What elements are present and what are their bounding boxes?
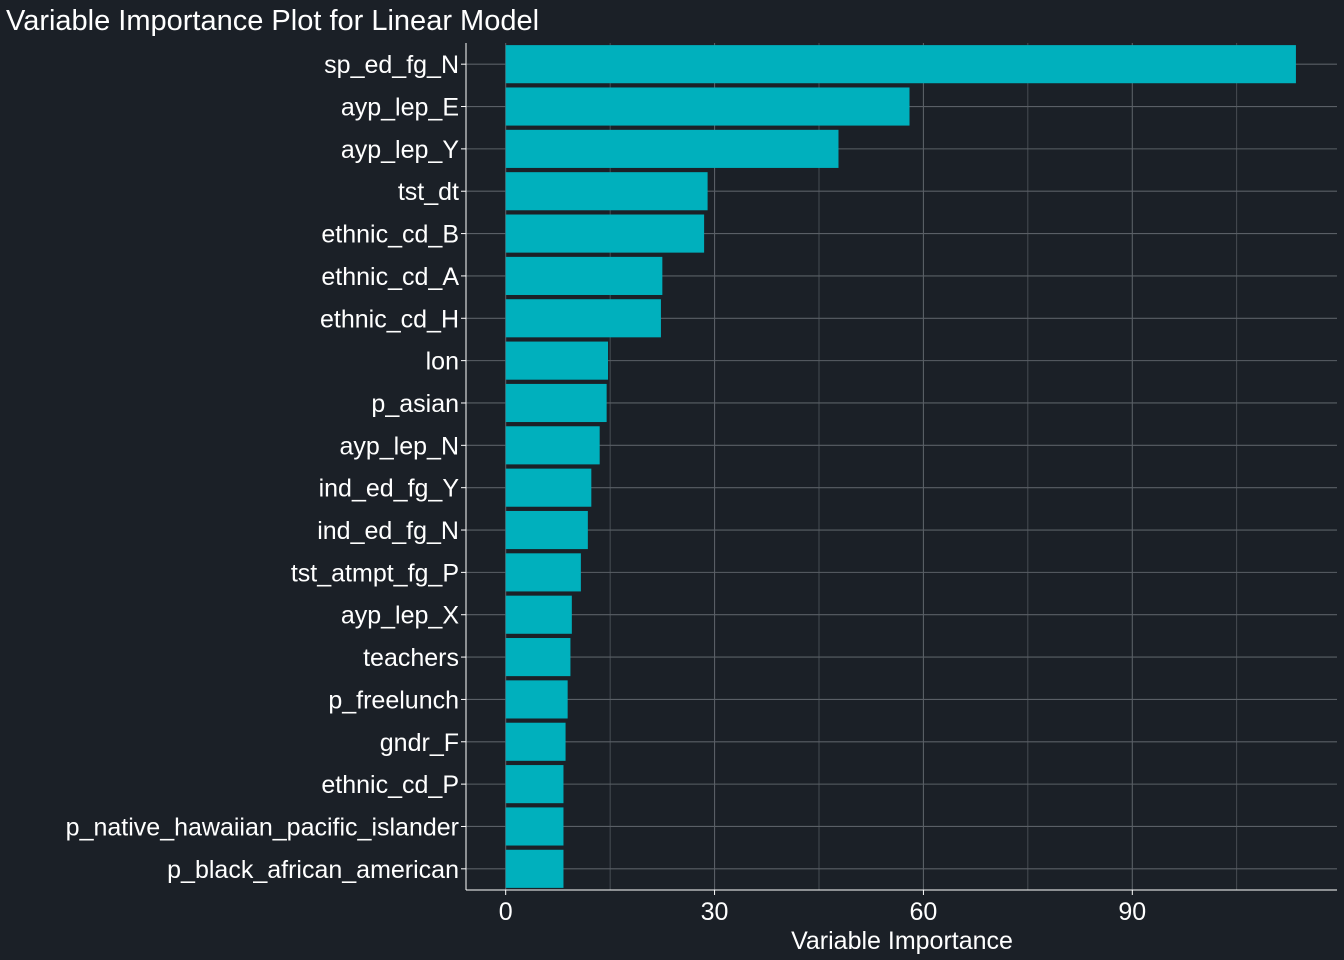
bar <box>505 172 708 211</box>
x-axis-title: Variable Importance <box>791 927 1013 955</box>
x-tick-label: 0 <box>499 898 513 926</box>
y-tick-label: p_native_hawaiian_pacific_islander <box>66 813 459 841</box>
y-tick-label: ethnic_cd_P <box>321 771 459 799</box>
y-tick-label: ayp_lep_X <box>341 602 459 630</box>
bar-layer <box>505 45 1296 888</box>
bar <box>505 807 564 846</box>
bar <box>505 765 564 804</box>
bar <box>505 129 839 168</box>
y-tick-label: ayp_lep_Y <box>341 136 459 164</box>
y-tick-label: p_freelunch <box>328 686 459 714</box>
y-tick-label: tst_atmpt_fg_P <box>291 559 459 587</box>
x-tick-label: 30 <box>701 898 729 926</box>
y-tick-label: ayp_lep_N <box>339 432 459 460</box>
bar <box>505 510 588 550</box>
chart-title: Variable Importance Plot for Linear Mode… <box>6 5 539 37</box>
y-tick-label: ind_ed_fg_N <box>317 517 459 545</box>
bar <box>505 849 564 888</box>
y-tick-label: ethnic_cd_B <box>321 221 459 249</box>
x-tick-label: 60 <box>910 898 938 926</box>
bar <box>505 553 581 592</box>
y-tick-label: sp_ed_fg_N <box>324 51 459 79</box>
bar <box>505 256 663 295</box>
y-tick-label: ayp_lep_E <box>341 94 459 122</box>
y-tick-label: ind_ed_fg_Y <box>319 475 460 503</box>
y-tick-label: lon <box>426 348 459 376</box>
y-tick-label: ethnic_cd_A <box>321 263 459 291</box>
y-tick-label: tst_dt <box>398 178 459 206</box>
y-tick-label: p_asian <box>371 390 459 418</box>
bar <box>505 426 600 465</box>
bar <box>505 45 1296 84</box>
bar <box>505 214 705 253</box>
bar <box>505 87 910 126</box>
y-tick-label: gndr_F <box>380 729 459 757</box>
bar <box>505 638 571 677</box>
bar <box>505 383 607 423</box>
bar <box>505 595 572 634</box>
y-tick-label: p_black_african_american <box>167 856 459 884</box>
bar <box>505 299 661 338</box>
x-tick-label: 90 <box>1118 898 1146 926</box>
bar <box>505 722 566 761</box>
bar <box>505 468 592 507</box>
bar <box>505 680 568 719</box>
bar <box>505 341 609 380</box>
y-tick-label: teachers <box>363 644 459 672</box>
y-tick-label: ethnic_cd_H <box>320 305 459 333</box>
axis-layer: sp_ed_fg_N ayp_lep_E ayp_lep_Y tst_dtethnic… <box>66 43 1337 926</box>
